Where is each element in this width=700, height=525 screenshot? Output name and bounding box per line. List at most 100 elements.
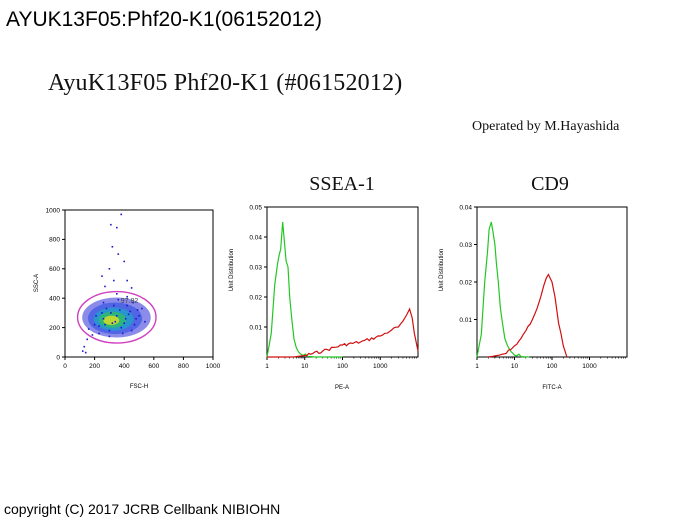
scatter-point (111, 322, 114, 324)
x-tick-label: 400 (119, 363, 130, 370)
scatter-point (127, 313, 130, 316)
scatter-point (130, 287, 133, 289)
density-plot-axes: 0 200 400 600 800 1000 0 200 400 600 800 1000 (46, 207, 221, 370)
scatter-point (126, 295, 128, 298)
cd9-histogram-panel: CD9 1 10 100 1000 0.01 0.02 0.03 0.04 FITC-A Un… (439, 173, 628, 391)
copyright-notice: copyright (C) 2017 JCRB Cellbank NIBIOHN (4, 501, 281, 517)
scatter-point (111, 245, 114, 248)
scatter-point (133, 323, 136, 326)
y-tick-label: 0.02 (459, 279, 472, 286)
scatter-point (138, 315, 140, 317)
operator-credit: Operated by M.Hayashida (472, 119, 620, 134)
x-tick-label: 600 (148, 363, 159, 370)
scatter-point (104, 285, 106, 288)
x-tick-label: 1000 (373, 363, 388, 370)
scatter-point (123, 322, 125, 324)
scatter-point (129, 310, 131, 313)
scatter-point (108, 335, 111, 338)
y-tick-label: 200 (49, 325, 60, 332)
scatter-point (95, 315, 97, 317)
gate-ellipse (76, 290, 157, 344)
y-axis-label-ssc: SSC-A (34, 274, 40, 292)
figure-title: AyuK13F05 Phf20-K1 (#06152012) (48, 70, 403, 96)
scatter-point (98, 325, 100, 327)
x-tick-label: 200 (89, 363, 100, 370)
scatter-point (136, 309, 139, 311)
page-title: AYUK13F05:Phf20-K1(06152012) (6, 8, 322, 31)
scatter-point (141, 307, 143, 310)
y-tick-label: 0.01 (249, 324, 262, 331)
scatter-point (117, 253, 120, 255)
ssea1-control-curve (266, 221, 343, 358)
x-tick-label: 10 (301, 363, 309, 370)
scatter-point (126, 279, 128, 282)
scatter-point (98, 332, 100, 335)
y-tick-label: 0.04 (249, 234, 262, 241)
ssea1-histogram-panel: SSEA-1 1 10 100 1000 0.01 0.02 0.03 0.04 0.05 PE… (229, 173, 419, 391)
scatter-point (93, 323, 96, 326)
x-tick-label: 100 (547, 363, 558, 370)
ssea1-stained-curve (267, 307, 419, 358)
scatter-point (114, 320, 117, 323)
scatter-point (83, 345, 86, 348)
y-tick-label: 800 (49, 237, 60, 244)
y-tick-label: 0.02 (249, 294, 262, 301)
scatter-point (91, 334, 94, 336)
scatter-point (116, 315, 118, 317)
scatter-point (124, 317, 127, 320)
scatter-point (81, 350, 84, 352)
scatter-point (135, 317, 137, 320)
scatter-point (108, 268, 111, 270)
x-tick-label: 800 (178, 363, 189, 370)
y-tick-label: 0.03 (459, 242, 472, 249)
x-tick-label: 1 (475, 363, 479, 370)
density-cloud (82, 297, 151, 338)
y-tick-label: 0.03 (249, 264, 262, 271)
scatter-point (144, 320, 146, 323)
scatter-point (123, 260, 125, 263)
x-axis-label-fitc: FITC-A (542, 385, 561, 391)
x-tick-label: 100 (337, 363, 348, 370)
x-tick-label: 1000 (582, 363, 597, 370)
ssea1-plot-frame (266, 206, 419, 358)
scatter-point (101, 275, 103, 277)
scatter-point (121, 332, 124, 335)
x-tick-label: 0 (63, 363, 67, 370)
cd9-axes: 1 10 100 1000 0.01 0.02 0.03 0.04 (459, 204, 626, 370)
density-layer-4 (103, 315, 120, 325)
scatter-point (117, 298, 120, 301)
y-axis-label-ssea1: Unit Distribution (229, 249, 235, 291)
x-tick-label: 10 (511, 363, 519, 370)
x-tick-label: 1000 (206, 363, 221, 370)
y-tick-label: 0.04 (459, 204, 472, 211)
scatter-point (113, 304, 115, 307)
cd9-title: CD9 (531, 173, 569, 195)
scatter-point (110, 223, 112, 226)
scatter-point (120, 213, 123, 216)
cd9-control-curve (476, 221, 530, 358)
scatter-points (81, 213, 146, 354)
scatter-point (101, 312, 103, 314)
scatter-point (126, 304, 128, 307)
ssea1-title: SSEA-1 (309, 173, 375, 195)
x-tick-label: 1 (265, 363, 269, 370)
density-plot-panel: 97.82 0 200 400 600 800 1000 0 200 400 600 800 1000… (34, 207, 221, 390)
y-axis-label-cd9: Unit Distribution (439, 249, 445, 291)
scatter-point (104, 323, 106, 326)
y-tick-label: 1000 (46, 207, 61, 214)
y-tick-label: 0 (56, 354, 60, 361)
scatter-point (113, 279, 115, 282)
cd9-stained-curve (488, 273, 568, 358)
y-tick-label: 0.05 (249, 204, 262, 211)
y-tick-label: 0.01 (459, 317, 472, 324)
scatter-point (130, 329, 133, 332)
x-axis-label-pe: PE-A (335, 385, 349, 391)
scatter-point (108, 329, 111, 332)
scatter-point (86, 338, 88, 341)
y-tick-label: 400 (49, 296, 60, 303)
y-tick-label: 600 (49, 266, 60, 273)
scatter-point (116, 292, 118, 295)
scatter-point (102, 317, 105, 320)
scatter-point (132, 301, 134, 304)
